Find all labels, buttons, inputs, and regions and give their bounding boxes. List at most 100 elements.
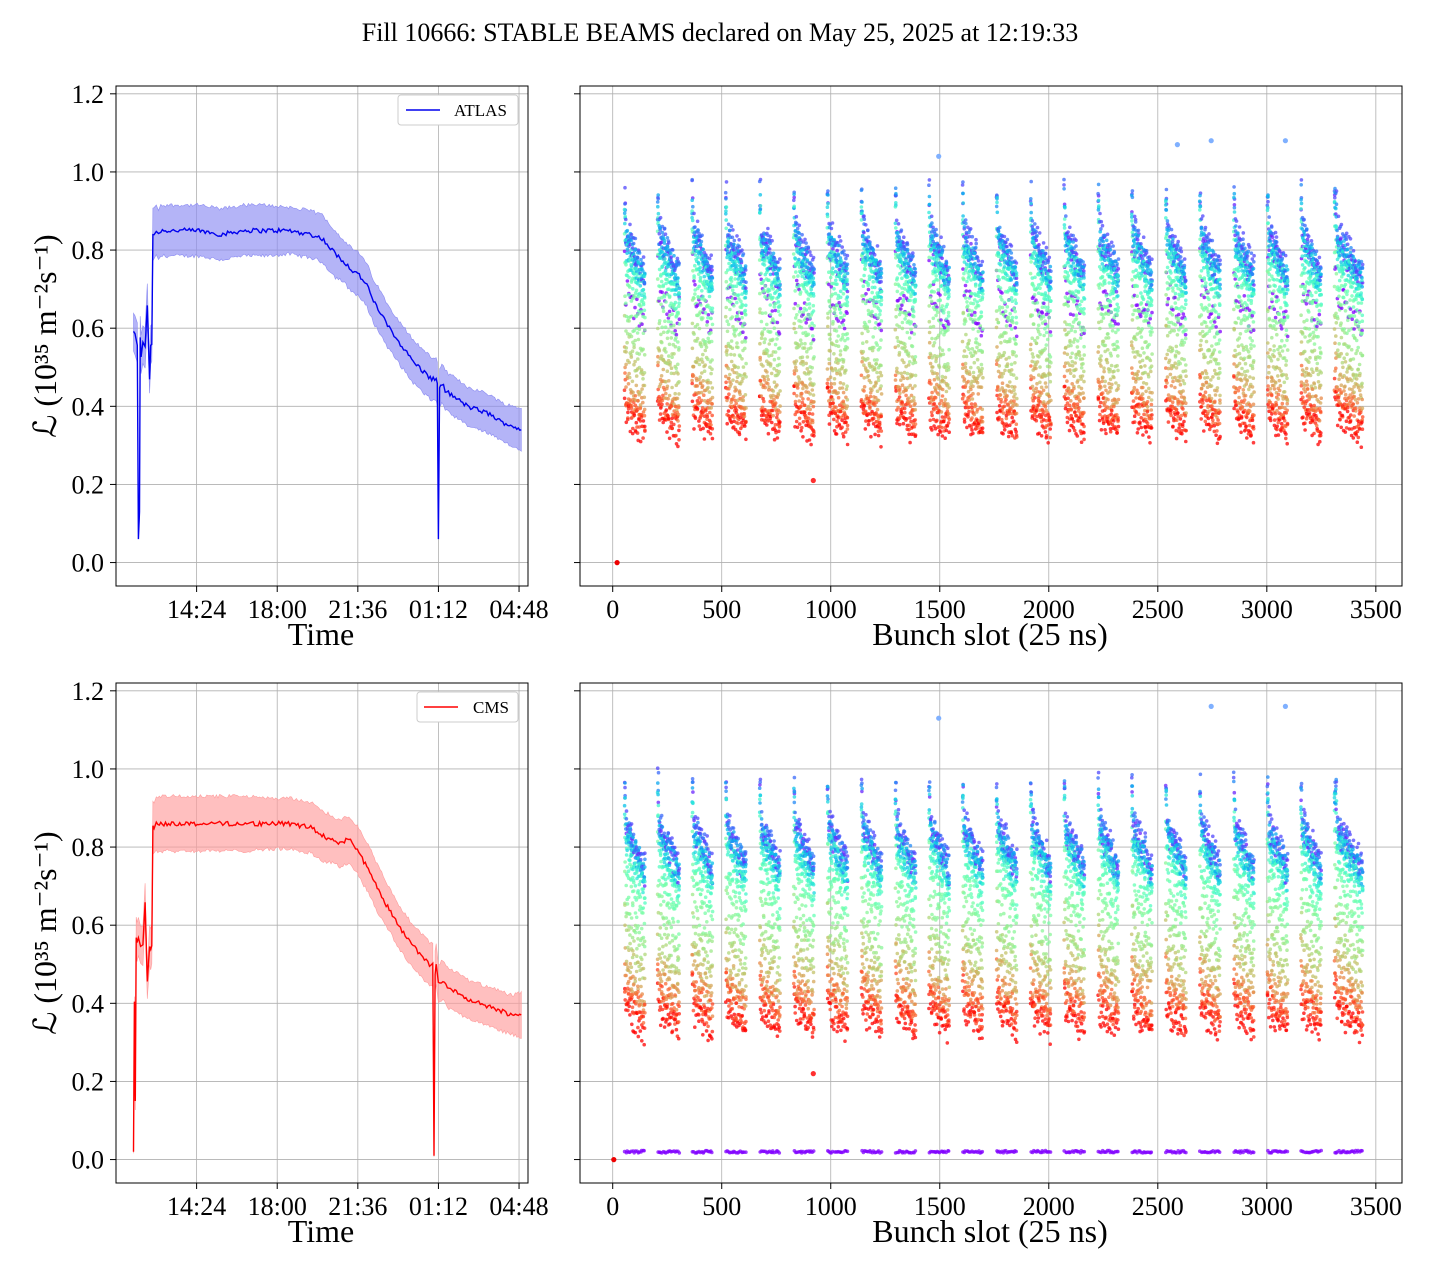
atlas-bunch-point bbox=[1042, 333, 1046, 338]
atlas-bunch-point bbox=[635, 331, 640, 335]
atlas-bunch-point bbox=[825, 381, 830, 386]
atlas-bunch-point bbox=[1001, 371, 1006, 376]
atlas-bunch-point bbox=[759, 271, 763, 276]
atlas-bunch-point bbox=[900, 276, 904, 281]
atlas-bunch-point bbox=[863, 409, 868, 414]
atlas-bunch-point bbox=[1038, 380, 1042, 385]
atlas-bunch-point bbox=[805, 355, 810, 359]
atlas-bunch-point bbox=[940, 250, 944, 255]
atlas-bunch-point bbox=[690, 381, 694, 386]
atlas-bunch-point bbox=[635, 431, 640, 435]
atlas-bunch-point bbox=[742, 272, 747, 277]
atlas-bunch-point bbox=[811, 276, 816, 281]
atlas-bunch-point bbox=[894, 218, 899, 223]
atlas-bunch-point bbox=[799, 319, 803, 324]
atlas-bunch-point bbox=[946, 282, 951, 286]
atlas-bunch-point bbox=[864, 340, 869, 344]
atlas-bunch-point bbox=[837, 300, 841, 305]
atlas-bunch-point bbox=[1040, 311, 1045, 315]
atlas-bunch-point bbox=[690, 399, 695, 404]
atlas-bunch-point bbox=[724, 205, 729, 209]
atlas-bunch-point bbox=[625, 340, 629, 345]
atlas-bunch-point bbox=[1037, 355, 1041, 359]
atlas-bunch-point bbox=[758, 204, 763, 208]
atlas-bunch-point bbox=[1014, 281, 1019, 285]
atlas-bunch-point bbox=[677, 317, 682, 322]
atlas-bunch-point bbox=[693, 225, 697, 229]
atlas-bunch-point bbox=[707, 256, 712, 261]
atlas-bunch-point bbox=[943, 292, 947, 297]
atlas-bunch-point bbox=[677, 424, 682, 428]
atlas-bunch-point bbox=[725, 421, 729, 426]
atlas-bunch-point bbox=[767, 247, 772, 251]
atlas-bunch-point bbox=[1014, 433, 1019, 437]
atlas-bunch-point bbox=[1041, 241, 1046, 245]
atlas-bunch-point bbox=[936, 288, 940, 292]
atlas-bunch-point bbox=[893, 327, 898, 332]
atlas-bunch-point bbox=[980, 419, 985, 424]
atlas-bunch-point bbox=[740, 248, 744, 252]
atlas-bunch-point bbox=[732, 304, 736, 308]
atlas-bunch-point bbox=[693, 292, 697, 296]
atlas-bunch-point bbox=[912, 263, 916, 267]
atlas-bunch-point bbox=[1043, 347, 1047, 351]
atlas-bunch-point bbox=[903, 345, 907, 349]
atlas-time-panel: Time ℒ (10³⁵ m⁻²s⁻¹) 0.00.20.40.60.81.01… bbox=[27, 80, 549, 652]
atlas-bunch-point bbox=[633, 359, 637, 364]
atlas-bunch-point bbox=[1031, 284, 1036, 288]
atlas-bunch-point bbox=[845, 442, 850, 447]
atlas-bunch-point bbox=[744, 286, 748, 291]
atlas-bunch-point bbox=[622, 211, 627, 215]
atlas-bunch-point bbox=[999, 340, 1003, 345]
atlas-bunch-point bbox=[623, 202, 627, 206]
atlas-bunch-point bbox=[862, 230, 866, 235]
atlas-bunch-point bbox=[927, 210, 931, 215]
atlas-bunch-point bbox=[893, 378, 898, 382]
atlas-bunch-point bbox=[661, 330, 666, 335]
atlas-bunch-point bbox=[811, 334, 815, 338]
atlas-bunch-point bbox=[776, 260, 780, 265]
atlas-bunch-point bbox=[730, 315, 735, 319]
atlas-bunch-point bbox=[841, 434, 846, 439]
atlas-bunch-point bbox=[724, 218, 728, 222]
atlas-bunch-point bbox=[972, 251, 977, 255]
atlas-bunch-point bbox=[696, 228, 700, 232]
atlas-bunch-point bbox=[998, 286, 1003, 290]
atlas-bunch-point bbox=[636, 337, 641, 342]
atlas-time-xtick-label: 04:48 bbox=[489, 595, 548, 624]
atlas-bunch-point bbox=[724, 197, 728, 201]
atlas-bunch-point bbox=[708, 431, 713, 436]
atlas-bunch-point bbox=[641, 347, 645, 352]
atlas-bunch-point bbox=[946, 421, 951, 425]
atlas-bunch-point bbox=[904, 393, 908, 398]
atlas-bunch-point bbox=[672, 323, 676, 328]
atlas-bunch-point bbox=[930, 336, 934, 341]
atlas-bunch-point bbox=[625, 251, 629, 255]
atlas-bunch-point bbox=[665, 244, 670, 249]
atlas-bunch-point bbox=[724, 209, 728, 213]
atlas-bunch-point bbox=[656, 204, 660, 209]
atlas-bunch-point bbox=[909, 267, 913, 272]
atlas-bunch-point bbox=[634, 266, 639, 271]
atlas-bunch-point bbox=[634, 420, 639, 425]
atlas-bunch-point bbox=[930, 390, 934, 395]
atlas-bunch-point bbox=[795, 226, 800, 231]
atlas-bunch-point bbox=[669, 336, 674, 340]
atlas-bunch-point bbox=[1031, 355, 1035, 359]
atlas-bunch-point bbox=[759, 319, 764, 324]
atlas-bunch-point bbox=[826, 316, 830, 320]
atlas-bunch-point bbox=[859, 188, 864, 193]
atlas-bunch-point bbox=[1034, 230, 1038, 234]
atlas-bunch-point bbox=[1005, 305, 1010, 309]
atlas-bunch-point bbox=[1009, 251, 1014, 255]
atlas-bunch-point bbox=[1002, 428, 1007, 432]
atlas-bunch-point bbox=[877, 420, 882, 425]
atlas-bunch-point bbox=[866, 374, 871, 378]
atlas-bunch-point bbox=[995, 210, 1000, 215]
atlas-bunch-point bbox=[771, 413, 775, 418]
atlas-bunch-point bbox=[965, 239, 969, 244]
atlas-bunch-point bbox=[899, 228, 904, 232]
atlas-bunch-point bbox=[702, 282, 706, 286]
atlas-bunch-point bbox=[809, 346, 813, 350]
atlas-bunch-point bbox=[736, 421, 740, 426]
